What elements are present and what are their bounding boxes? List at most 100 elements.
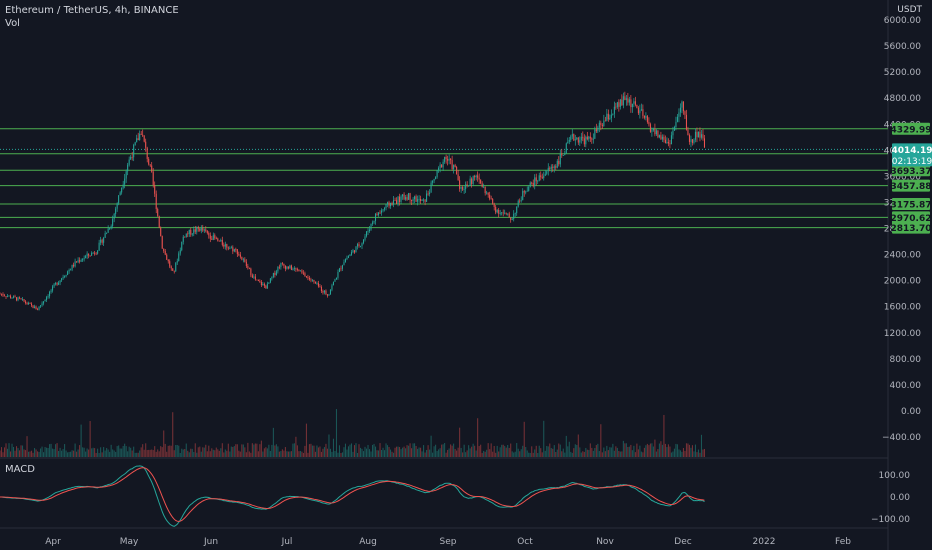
volume-bar	[510, 443, 512, 457]
candle-body	[199, 228, 201, 231]
volume-bar	[110, 444, 112, 457]
candle-body	[631, 103, 633, 108]
volume-bar	[70, 451, 72, 457]
volume-legend[interactable]: Vol	[5, 18, 20, 29]
candle-body	[442, 161, 444, 168]
candle-body	[224, 244, 226, 247]
candle-body	[471, 178, 473, 184]
candle-body	[34, 306, 36, 309]
candle-body	[133, 145, 135, 158]
volume-bar	[669, 446, 671, 457]
candle-body	[496, 209, 498, 213]
volume-bar	[502, 444, 504, 457]
volume-bar	[208, 445, 210, 457]
candle-body	[546, 171, 548, 174]
candle-body	[152, 171, 154, 186]
candles	[0, 91, 706, 311]
volume-bar	[272, 427, 274, 457]
volume-bar	[341, 452, 343, 457]
candle-body	[642, 109, 644, 116]
candle-body	[131, 156, 133, 158]
candle-body	[140, 133, 142, 135]
volume-bar	[76, 451, 78, 457]
price-tick-label: 1600.00	[884, 303, 921, 313]
volume-bar	[660, 441, 662, 457]
candle-body	[104, 233, 106, 238]
volume-bar	[277, 446, 279, 457]
volume-bar	[295, 436, 297, 457]
candle-body	[332, 281, 334, 286]
symbol-title[interactable]: Ethereum / TetherUS, 4h, BINANCE	[5, 5, 179, 16]
candle-body	[532, 182, 534, 187]
volume-bar	[281, 449, 283, 457]
volume-bar	[537, 452, 539, 457]
volume-bar	[457, 447, 459, 457]
candle-body	[702, 134, 704, 139]
candle-body	[107, 228, 109, 233]
candle-body	[570, 136, 572, 140]
volume-bar	[696, 452, 698, 457]
volume-bar	[442, 444, 444, 457]
volume-bar	[347, 446, 350, 457]
candle-body	[663, 136, 665, 140]
candle-body	[433, 179, 435, 181]
candle-body	[287, 266, 289, 269]
candle-body	[265, 285, 267, 289]
candle-body	[352, 250, 354, 253]
volume-bar	[239, 451, 241, 457]
candle-body	[283, 263, 285, 266]
volume-bar	[118, 445, 120, 457]
volume-bar	[391, 451, 393, 457]
candle-body	[690, 139, 692, 142]
volume-bar	[693, 451, 695, 457]
horizontal-levels[interactable]	[0, 128, 888, 229]
candle-body	[271, 276, 273, 279]
candle-body	[284, 265, 286, 269]
candle-body	[8, 295, 10, 297]
candle-body	[173, 270, 175, 272]
volume-bar	[106, 448, 108, 457]
price-tick-label: 800.00	[890, 355, 922, 365]
candle-body	[0, 293, 1, 295]
candle-body	[29, 302, 31, 304]
volume-bar	[0, 450, 1, 457]
volume-bar	[406, 445, 408, 457]
candle-body	[426, 193, 428, 202]
candle-body	[11, 297, 13, 299]
volume-bar	[405, 448, 407, 457]
candle-body	[463, 189, 465, 190]
candle-body	[317, 283, 319, 287]
candle-body	[645, 116, 647, 118]
volume-bar	[397, 446, 399, 457]
candle-body	[260, 281, 262, 286]
candle-body	[541, 177, 543, 179]
candle-body	[376, 213, 378, 216]
candle-body	[406, 197, 408, 200]
volume-bar	[532, 452, 534, 457]
candle-body	[396, 200, 398, 204]
volume-bar	[268, 444, 270, 457]
candle-body	[664, 139, 666, 143]
macd-legend[interactable]: MACD	[5, 464, 35, 475]
candle-body	[693, 139, 695, 143]
candle-body	[22, 299, 24, 300]
candle-body	[405, 197, 407, 200]
candle-body	[233, 249, 235, 252]
candle-body	[673, 127, 675, 131]
volume-bar	[235, 444, 237, 457]
volume-bar	[338, 445, 340, 457]
candle-body	[296, 269, 298, 271]
candle-body	[517, 200, 519, 207]
candle-body	[438, 167, 440, 171]
volume-bar	[610, 447, 612, 457]
volume-bar	[666, 447, 668, 457]
candle-body	[670, 135, 672, 145]
volume-bar	[125, 446, 127, 457]
candle-body	[547, 167, 549, 172]
candle-body	[402, 194, 404, 197]
volume-bar	[253, 444, 255, 457]
volume-bar	[176, 444, 178, 457]
candle-body	[109, 228, 111, 230]
candle-body	[68, 270, 70, 272]
